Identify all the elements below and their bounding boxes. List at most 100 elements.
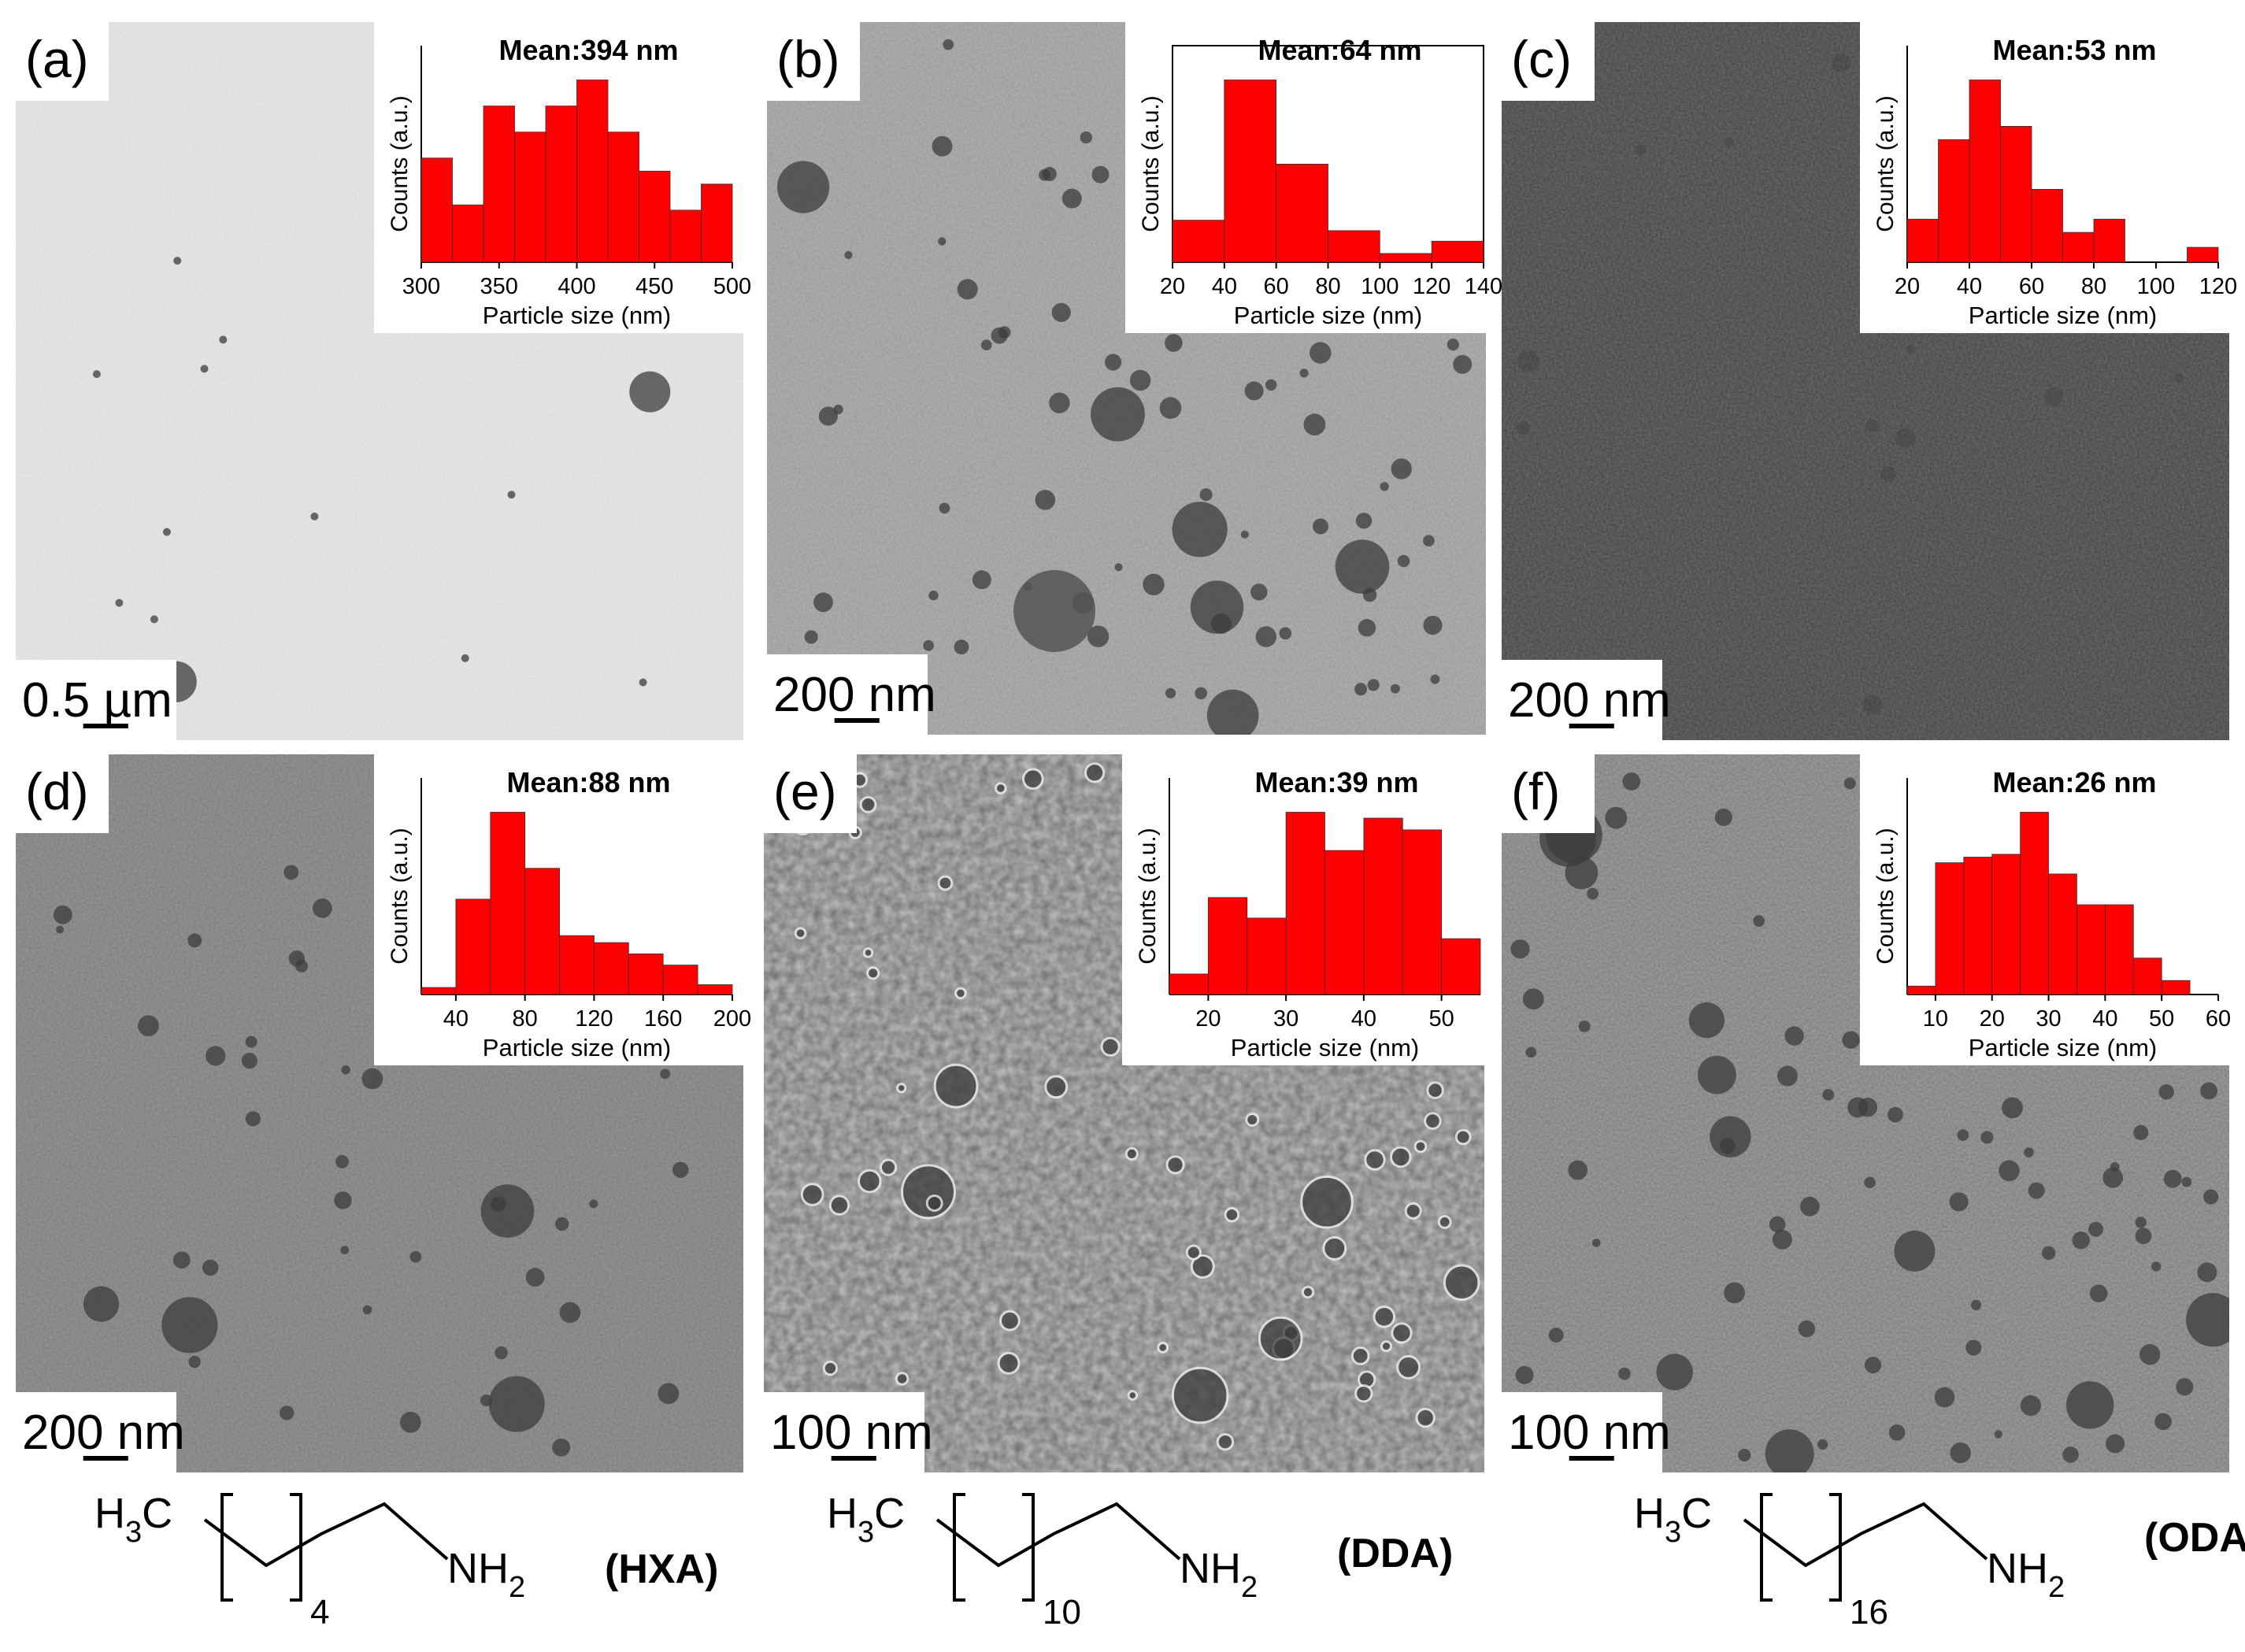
particle xyxy=(1842,1031,1860,1049)
particle xyxy=(1396,1354,1421,1380)
methyl-group: H3C xyxy=(94,1490,172,1549)
scale-bar-label: 100 nm xyxy=(770,1406,933,1460)
particle xyxy=(1127,1390,1139,1401)
y-axis-label: Counts (a.u.) xyxy=(387,95,413,232)
particle xyxy=(313,898,332,918)
particle xyxy=(1656,1354,1693,1391)
particles xyxy=(1516,53,2184,715)
particle xyxy=(2139,1344,2161,1365)
particle xyxy=(954,987,967,1000)
particle xyxy=(937,875,954,891)
particle xyxy=(1190,1254,1215,1279)
particle xyxy=(800,1183,824,1206)
particle xyxy=(589,1199,598,1209)
particle xyxy=(362,1305,372,1315)
particle xyxy=(219,335,228,344)
histogram-bar xyxy=(524,868,561,995)
particle xyxy=(939,502,950,514)
structure-oda: H3C 16 NH2 (ODA) xyxy=(1634,1490,2245,1632)
particle xyxy=(1035,490,1056,510)
x-tick-label: 350 xyxy=(480,274,518,299)
particle xyxy=(1413,1139,1428,1154)
particle xyxy=(1950,1442,1971,1464)
particle xyxy=(56,925,65,934)
particle xyxy=(310,512,319,520)
particle xyxy=(1245,1113,1260,1127)
particle xyxy=(1578,1020,1591,1032)
x-tick-label: 450 xyxy=(635,274,673,299)
x-axis-label: Particle size (nm) xyxy=(1969,302,2157,329)
particle xyxy=(187,933,202,948)
particle xyxy=(1061,188,1082,209)
particle xyxy=(1124,1146,1139,1161)
particle xyxy=(1391,458,1412,480)
x-tick-label: 50 xyxy=(1428,1006,1454,1032)
particle xyxy=(1772,1229,1792,1250)
particle xyxy=(1279,627,1292,640)
x-tick-label: 100 xyxy=(1361,274,1398,299)
x-tick-label: 500 xyxy=(713,274,751,299)
y-axis-label: Counts (a.u.) xyxy=(1138,95,1164,232)
particle xyxy=(1250,583,1268,601)
scale-bar-label: 200 nm xyxy=(1508,673,1671,728)
particle xyxy=(288,950,306,967)
histogram-bar xyxy=(701,183,733,263)
particle xyxy=(991,327,1008,344)
x-tick-label: 20 xyxy=(1160,274,1185,299)
particle xyxy=(2020,1395,2041,1417)
particle xyxy=(1172,502,1228,557)
y-axis-label: Counts (a.u.) xyxy=(387,828,413,964)
particle xyxy=(559,1302,581,1324)
histogram-bar xyxy=(1328,230,1380,263)
particle xyxy=(997,1351,1021,1375)
svg-text:(d): (d) xyxy=(25,762,89,820)
particle xyxy=(1216,1433,1235,1451)
particle xyxy=(862,947,874,958)
particle xyxy=(1895,428,1916,448)
particle xyxy=(2102,1167,2124,1188)
particle xyxy=(1165,334,1183,352)
histogram-bar xyxy=(1938,139,1970,263)
scale-bar: 200 nm xyxy=(1502,660,1671,740)
panel-d: (d) 200 nm Mean:88 nm 40 80 120 160 200 Particle… xyxy=(16,754,751,1472)
histogram-bar xyxy=(545,106,577,263)
repeat-count: 16 xyxy=(1850,1593,1888,1632)
particle xyxy=(1240,530,1249,539)
particle xyxy=(1548,1328,1564,1343)
particle xyxy=(2186,1293,2229,1347)
histogram-bar xyxy=(483,106,515,263)
particle xyxy=(1044,1075,1069,1099)
particle xyxy=(1206,689,1259,735)
particle xyxy=(1906,344,1915,354)
carbon-chain xyxy=(1743,1502,1988,1568)
histogram-bar xyxy=(2161,980,2191,995)
particle xyxy=(1114,563,1123,572)
particle xyxy=(507,491,516,499)
histogram-bar xyxy=(1172,220,1225,263)
particle xyxy=(461,654,469,662)
particle xyxy=(2066,1381,2114,1429)
particle xyxy=(1335,539,1390,594)
particle xyxy=(280,1406,295,1420)
histogram-bar xyxy=(2093,218,2125,263)
particle xyxy=(980,339,992,350)
particle xyxy=(954,639,969,655)
particle xyxy=(938,237,947,246)
histogram-bar xyxy=(2104,904,2134,995)
particle xyxy=(1390,1146,1412,1169)
particle xyxy=(555,1217,569,1232)
particle xyxy=(1858,1098,1878,1117)
repeat-count: 10 xyxy=(1043,1593,1081,1632)
histogram-title: Mean:394 nm xyxy=(498,34,678,66)
x-tick-label: 40 xyxy=(443,1006,469,1032)
particle xyxy=(1424,1112,1442,1130)
particle xyxy=(2181,1176,2192,1187)
particle xyxy=(2200,1082,2218,1100)
histogram-bar xyxy=(2000,125,2032,263)
particle xyxy=(1894,1230,1936,1272)
particle xyxy=(1798,1320,1816,1338)
scale-bar-label: 200 nm xyxy=(773,668,936,722)
particle xyxy=(283,865,299,880)
particle xyxy=(1165,1155,1185,1175)
particle xyxy=(206,1046,226,1066)
